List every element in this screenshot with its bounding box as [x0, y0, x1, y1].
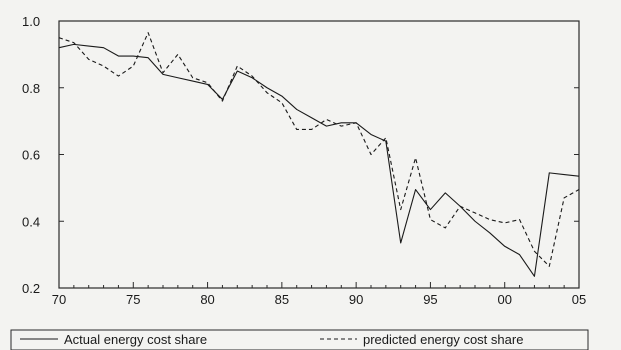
y-tick-label: 0.2: [22, 281, 40, 296]
x-tick-label: 95: [423, 292, 437, 307]
x-tick-label: 85: [275, 292, 289, 307]
y-axis: 0.2 0.4 0.6 0.8 1.0: [22, 14, 579, 296]
x-tick-label: 00: [497, 292, 511, 307]
legend-box: [10, 329, 589, 350]
y-tick-label: 1.0: [22, 14, 40, 29]
series-layer: [58, 32, 580, 277]
legend-label-actual: Actual energy cost share: [64, 332, 207, 347]
plot-frame: [58, 20, 580, 289]
y-tick-label: 0.6: [22, 148, 40, 163]
x-tick-label: 80: [200, 292, 214, 307]
y-tick-label: 0.4: [22, 214, 40, 229]
series-line-predicted: [58, 32, 580, 267]
x-tick-label: 05: [572, 292, 586, 307]
x-tick-label: 90: [349, 292, 363, 307]
x-tick-label: 70: [52, 292, 66, 307]
y-tick-label: 0.8: [22, 81, 40, 96]
x-tick-label: 75: [126, 292, 140, 307]
legend: Actual energy cost share predicted energ…: [10, 329, 589, 350]
x-axis: 70 75 80 85 90 95 00 05: [52, 282, 586, 307]
series-line-actual: [58, 43, 580, 277]
legend-label-predicted: predicted energy cost share: [363, 332, 523, 347]
